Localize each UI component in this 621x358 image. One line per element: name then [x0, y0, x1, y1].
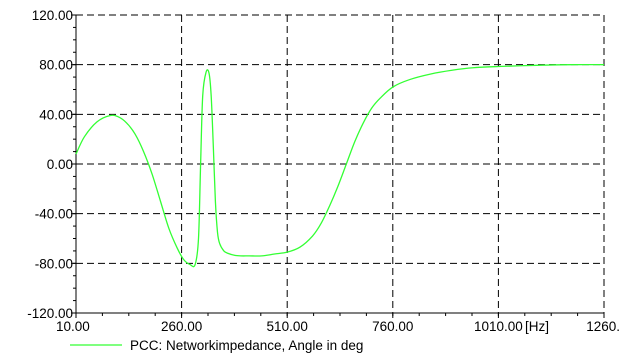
y-tick-label: 0.00 — [47, 157, 73, 172]
legend: PCC: Networkimpedance, Angle in deg — [70, 338, 363, 353]
y-tick-label: 80.00 — [39, 58, 73, 73]
x-tick-label: 510.00 — [267, 319, 308, 334]
x-tick-label: 1010.00 — [474, 319, 523, 334]
y-tick-label: -120.00 — [27, 306, 73, 321]
series-lines — [75, 63, 605, 268]
x-tick-label: 760.00 — [372, 319, 413, 334]
x-tick-label: 10.00 — [56, 319, 90, 334]
x-unit-label: [Hz] — [525, 319, 549, 334]
grid — [75, 14, 605, 314]
x-tick-label: 1260. — [586, 319, 620, 334]
y-tick-label: 120.00 — [32, 8, 73, 23]
y-tick-label: -80.00 — [35, 256, 73, 271]
x-tick-label: 260.00 — [161, 319, 202, 334]
tick-labels: 120.0080.0040.000.00-40.00-80.00-120.001… — [27, 8, 620, 334]
series-line — [75, 63, 605, 268]
y-tick-label: -40.00 — [35, 207, 73, 222]
y-tick-label: 40.00 — [39, 107, 73, 122]
legend-label: PCC: Networkimpedance, Angle in deg — [130, 338, 363, 353]
axes — [71, 14, 605, 318]
